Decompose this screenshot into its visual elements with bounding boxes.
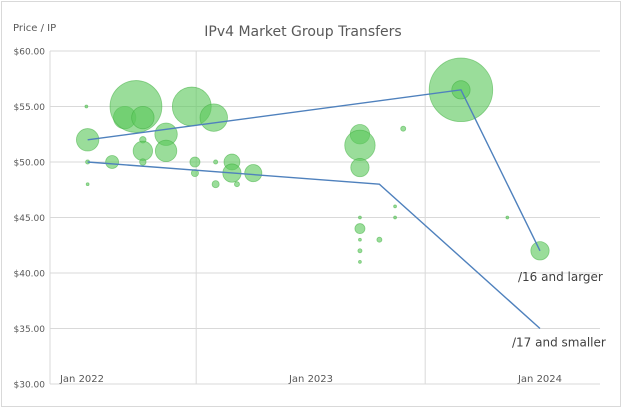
chart-title: IPv4 Market Group Transfers [204,24,401,40]
bubble-point [139,158,147,166]
bubble-point [344,129,376,161]
y-tick-label: $60.00 [14,48,46,58]
x-tick-label: Jan 2023 [288,374,333,385]
bubble-point [400,125,407,132]
bubble-point [199,103,228,132]
y-axis-label: Price / IP [13,23,56,34]
bubble-point [357,248,363,254]
y-tick-label: $40.00 [14,270,46,280]
bubble-point [84,104,89,109]
trend-line [87,89,541,252]
y-tick-label: $35.00 [14,325,46,335]
trend-lines: /16 and larger/17 and smaller [87,89,606,350]
x-tick-label: Jan 2024 [517,374,562,385]
bubble-point [211,180,220,189]
bubble-point [358,215,362,220]
trend-line [87,161,541,330]
bubble-point [393,204,397,209]
bubble-series [76,57,550,264]
y-tick-label: $30.00 [14,381,46,391]
bubble-point [393,215,397,220]
trend-line-label: /17 and smaller [512,336,606,350]
bubble-point [105,155,119,169]
bubble-point [244,164,263,183]
bubble-point [213,159,219,165]
bubble-point [189,156,201,168]
bubble-point [154,139,178,163]
bubble-point [132,140,153,162]
bubble-point [234,181,240,188]
y-tick-label: $50.00 [14,159,46,169]
bubble-point [131,105,155,130]
y-tick-label: $45.00 [14,214,46,224]
axis-ticks: $30.00 $35.00 $40.00 $45.00 $50.00 $55.00 $60.… [14,48,563,391]
trend-line-label: /16 and larger [518,270,603,284]
bubble-point [354,223,366,235]
x-tick-label: Jan 2022 [59,374,104,385]
bubble-point [358,237,362,242]
bubble-point [505,215,510,220]
bubble-point [376,236,383,243]
bubble-point [350,157,370,178]
bubble-point [358,260,362,264]
y-tick-label: $55.00 [14,103,46,113]
bubble-point [85,182,90,187]
bubble-point [76,128,100,152]
